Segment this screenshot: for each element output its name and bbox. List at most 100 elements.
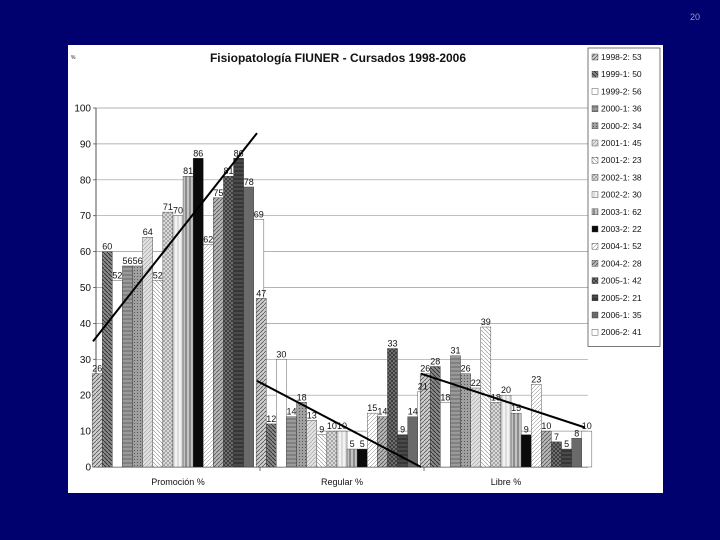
bar-value-label: 86 <box>193 148 203 158</box>
bar <box>440 402 451 468</box>
bar-value-label: 26 <box>461 364 471 374</box>
bar-value-label: 75 <box>213 188 223 198</box>
bar <box>561 448 572 468</box>
bar-value-label: 5 <box>350 439 355 449</box>
legend-entry: 2003-2: 22 <box>601 224 642 234</box>
bar-value-label: 64 <box>143 227 153 237</box>
legend-swatch <box>591 139 599 147</box>
legend-entry: 2000-2: 34 <box>601 121 642 131</box>
bar-value-label: 8 <box>574 428 579 438</box>
bar-value-label: 14 <box>377 407 387 417</box>
x-category-label: Libre % <box>491 477 522 487</box>
legend-entry: 2000-1: 36 <box>601 104 642 114</box>
bar <box>316 434 328 468</box>
y-tick-label: 60 <box>80 247 92 258</box>
bar <box>377 416 388 468</box>
bar <box>91 373 103 468</box>
legend-entry: 2002-1: 38 <box>601 172 642 182</box>
bar-value-label: 56 <box>133 256 143 266</box>
legend-swatch <box>591 53 599 61</box>
bar-value-label: 15 <box>511 403 521 413</box>
bar <box>397 434 408 468</box>
legend-swatch <box>591 174 599 181</box>
bar <box>243 186 254 468</box>
bar-value-label: 86 <box>234 148 244 158</box>
legend-entry: 2004-2: 28 <box>601 258 642 268</box>
y-tick-label: 10 <box>80 427 92 438</box>
y-tick-label: 50 <box>80 283 92 294</box>
legend-swatch <box>591 105 599 112</box>
bar-value-label: 22 <box>471 378 481 388</box>
legend-entry: 2005-1: 42 <box>601 276 642 286</box>
bar <box>430 366 441 468</box>
bar <box>551 441 562 468</box>
chart-title: Fisiopatología FIUNER - Cursados 1998-20… <box>210 51 466 65</box>
trend-line <box>420 372 586 429</box>
bar-value-label: 5 <box>360 439 365 449</box>
bar-value-label: 14 <box>408 407 418 417</box>
bar <box>326 430 338 468</box>
bar <box>276 359 287 468</box>
bar-value-label: 12 <box>266 414 276 424</box>
bar-value-label: 15 <box>367 403 377 413</box>
bar-value-label: 26 <box>92 364 102 374</box>
y-tick-label: 0 <box>85 463 91 474</box>
legend-swatch <box>591 156 599 164</box>
bar-value-label: 70 <box>173 206 183 216</box>
bar-value-label: 56 <box>122 256 132 266</box>
bar <box>541 430 552 468</box>
bar <box>132 265 143 468</box>
legend-swatch <box>591 208 599 216</box>
bar-value-label: 10 <box>327 421 337 431</box>
bar-value-label: 23 <box>531 374 541 384</box>
y-axis-unit-label: % <box>71 55 76 61</box>
bar <box>233 158 244 468</box>
bar-value-label: 7 <box>554 432 559 442</box>
bar-value-label: 39 <box>481 317 491 327</box>
bar-value-label: 18 <box>440 392 450 402</box>
legend-entry: 2004-1: 52 <box>601 241 642 251</box>
bar-value-label: 31 <box>450 346 460 356</box>
bar <box>336 430 348 468</box>
bar-value-label: 69 <box>254 209 264 219</box>
legend-swatch <box>591 277 599 284</box>
bar-value-label: 81 <box>223 166 233 176</box>
legend-box <box>587 47 661 347</box>
y-tick-label: 100 <box>74 104 91 115</box>
bar <box>571 438 582 468</box>
bar-value-label: 71 <box>163 202 173 212</box>
bar-value-label: 47 <box>256 288 266 298</box>
legend-swatch <box>591 294 599 302</box>
legend-entry: 2001-1: 45 <box>601 138 642 148</box>
legend-swatch <box>591 71 599 78</box>
trend-lines <box>92 132 586 468</box>
bar-value-label: 30 <box>276 349 286 359</box>
bar <box>346 448 358 468</box>
bar-value-label: 9 <box>319 425 324 435</box>
bar <box>152 280 164 468</box>
bar-value-label: 20 <box>501 385 511 395</box>
bar <box>356 448 368 468</box>
legend-swatch <box>591 242 599 250</box>
bar-value-label: 60 <box>102 242 112 252</box>
bar-value-label: 10 <box>582 421 592 431</box>
bar <box>470 387 481 468</box>
bar <box>286 416 297 468</box>
bar-value-label: 28 <box>430 356 440 366</box>
legend-entry: 2002-2: 30 <box>601 190 642 200</box>
chart-panel: Fisiopatología FIUNER - Cursados 1998-20… <box>68 45 663 493</box>
bar <box>450 355 461 468</box>
bar <box>306 420 317 468</box>
y-tick-label: 70 <box>80 211 92 222</box>
bar-value-label: 78 <box>244 177 254 187</box>
y-tick-label: 90 <box>80 139 92 150</box>
legend-entry: 2006-2: 41 <box>601 327 642 337</box>
y-tick-label: 80 <box>80 175 92 186</box>
legend-swatch <box>591 329 599 336</box>
bar <box>112 280 123 468</box>
legend-entry: 2006-1: 35 <box>601 310 642 320</box>
bar <box>407 416 418 468</box>
bar-value-label: 52 <box>112 270 122 280</box>
legend-entry: 1999-2: 56 <box>601 86 642 96</box>
y-tick-label: 30 <box>80 355 92 366</box>
